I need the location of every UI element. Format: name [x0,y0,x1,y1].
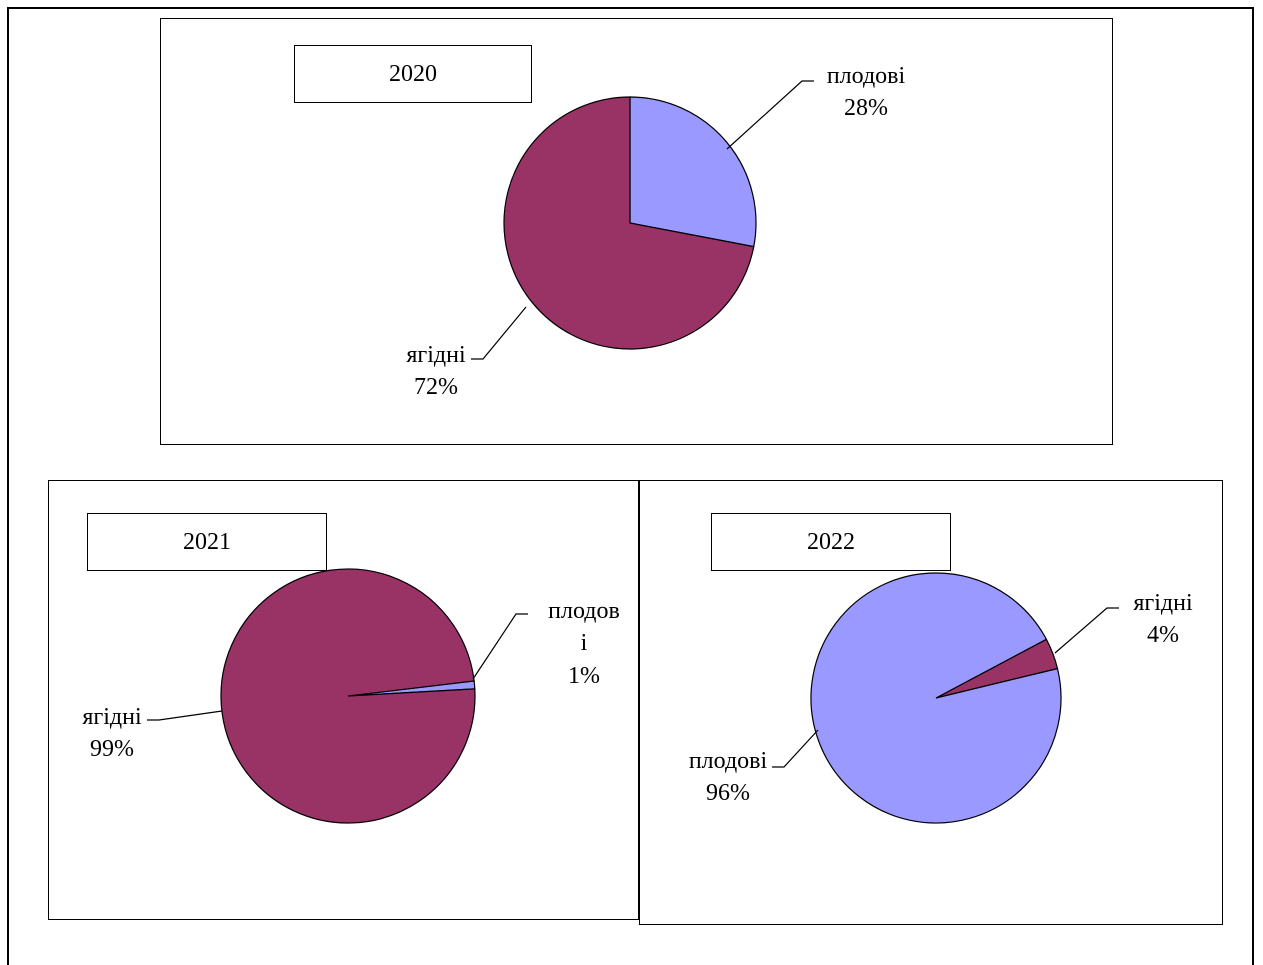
chart-panel-2022: 2022 ягідні 4% плодові 96% [639,480,1223,925]
leader-line [147,710,223,721]
pie-slice [503,96,755,350]
slice-percent-label: 72% [414,374,458,400]
slice-percent-label: 96% [706,780,750,806]
slice-category-label: ягідні [1133,590,1193,616]
pie-slice [629,96,757,248]
chart-panel-2021: 2021 плодов і 1% ягідні 99% [48,480,639,920]
pie-svg: плодов і 1% ягідні 99% [82,568,620,824]
slice-percent-label: 4% [1147,622,1179,648]
pie-slice [220,568,476,824]
leader-line [472,613,528,680]
slice-percent-label: 1% [568,663,600,689]
slice-category-label: ягідні [82,704,142,730]
outer-frame [7,7,1254,965]
slice-category-label: плодові [827,63,906,89]
slice-percent-label: 99% [90,736,134,762]
leader-line [471,306,527,360]
slice-category-label: і [581,630,588,656]
chart-title: 2020 [389,60,437,87]
chart-title-box: 2020 [294,45,532,103]
chart-title: 2021 [183,528,231,555]
slice-category-label: плодов [548,598,620,624]
chart-title-box: 2022 [711,513,951,571]
chart-title: 2022 [807,528,855,555]
leader-line [1054,607,1119,654]
slice-percent-label: 28% [844,95,888,121]
leader-line [772,729,819,768]
chart-title-box: 2021 [87,513,327,571]
pie-slice [810,572,1062,824]
leader-line [726,80,814,150]
slice-category-label: плодові [689,748,768,774]
pie-svg: плодові 28% ягідні 72% [406,63,906,400]
slice-category-label: ягідні [406,342,466,368]
chart-panel-2020: 2020 плодові 28% ягідні 72% [160,18,1113,445]
pie-svg: ягідні 4% плодові 96% [689,572,1193,824]
